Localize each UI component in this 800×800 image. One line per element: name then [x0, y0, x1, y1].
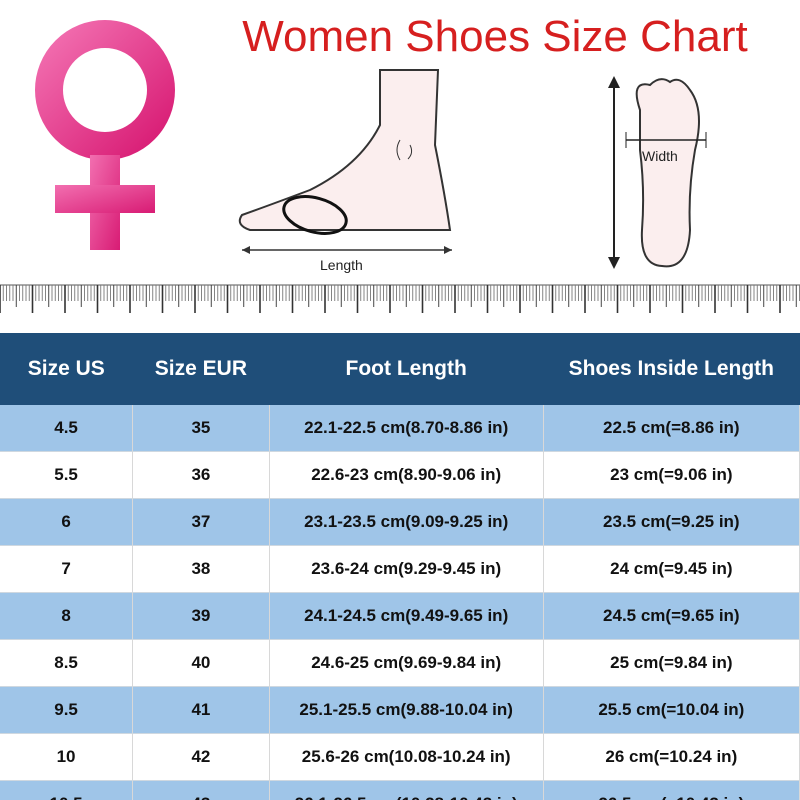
table-cell: 10.5 [0, 780, 134, 800]
table-row: 4.5 35 22.1-22.5 cm(8.70-8.86 in) 22.5 cm(=… [0, 405, 800, 452]
table-cell: 8.5 [0, 639, 134, 687]
length-label: Length [320, 257, 363, 273]
table-cell: 22.6-23 cm(8.90-9.06 in) [269, 451, 544, 499]
table-cell: 8 [0, 592, 134, 640]
table-cell: 42 [132, 733, 270, 781]
column-header: Foot Length [269, 333, 544, 405]
table-cell: 23 cm(=9.06 in) [543, 451, 800, 499]
table-row: 5.5 36 22.6-23 cm(8.90-9.06 in) 23 cm(=9.06… [0, 451, 800, 499]
table-cell: 9.5 [0, 686, 134, 734]
table-row: 10.54326.1-26.5 cm(10.28-10.43 in)26.5 c… [0, 780, 800, 800]
table-row: 10 42 25.6-26 cm(10.08-10.24 in) 26 cm(=10.… [0, 733, 800, 781]
table-cell: 24.6-25 cm(9.69-9.84 in) [269, 639, 544, 687]
column-header: Shoes Inside Length [543, 333, 800, 405]
size-table: Size US Size EUR Foot Length Shoes Inside L… [0, 333, 800, 800]
table-cell: 38 [132, 545, 270, 593]
column-header: Size EUR [132, 333, 270, 405]
table-cell: 40 [132, 639, 270, 687]
table-cell: 36 [132, 451, 270, 499]
table-cell: 26.5 cm(=10.43 in) [543, 780, 800, 800]
table-row: 8 39 24.1-24.5 cm(9.49-9.65 in) 24.5 cm(=9.… [0, 592, 800, 640]
table-row: 8.5 40 24.6-25 cm(9.69-9.84 in) 25 cm(=9.84… [0, 639, 800, 687]
foot-sole-illustration [608, 76, 707, 269]
table-cell: 25.6-26 cm(10.08-10.24 in) [269, 733, 544, 781]
table-cell: 23.6-24 cm(9.29-9.45 in) [269, 545, 544, 593]
table-cell: 7 [0, 545, 134, 593]
table-cell: 35 [132, 405, 270, 452]
table-cell: 24 cm(=9.45 in) [543, 545, 800, 593]
table-cell: 10 [0, 733, 134, 781]
table-cell: 37 [132, 498, 270, 546]
table-cell: 25 cm(=9.84 in) [543, 639, 800, 687]
table-row: 9.5 41 25.1-25.5 cm(9.88-10.04 in) 25.5 cm(… [0, 686, 800, 734]
table-cell: 26.1-26.5 cm(10.28-10.43 in) [269, 780, 544, 800]
table-cell: 25.5 cm(=10.04 in) [543, 686, 800, 734]
table-cell: 25.1-25.5 cm(9.88-10.04 in) [269, 686, 544, 734]
table-row: 7 38 23.6-24 cm(9.29-9.45 in) 24 cm(=9.45 i… [0, 545, 800, 593]
female-symbol-icon [35, 20, 175, 250]
table-cell: 41 [132, 686, 270, 734]
chart-title: Women Shoes Size Chart [242, 12, 748, 61]
ruler [0, 284, 800, 313]
table-cell: 22.1-22.5 cm(8.70-8.86 in) [269, 405, 544, 452]
table-cell: 23.5 cm(=9.25 in) [543, 498, 800, 546]
foot-side-illustration [238, 69, 452, 254]
table-cell: 6 [0, 498, 134, 546]
table-cell: 22.5 cm(=8.86 in) [543, 405, 800, 452]
table-cell: 4.5 [0, 405, 134, 452]
table-cell: 24.5 cm(=9.65 in) [543, 592, 800, 640]
table-cell: 23.1-23.5 cm(9.09-9.25 in) [269, 498, 544, 546]
table-cell: 5.5 [0, 451, 134, 499]
table-cell: 43 [132, 780, 270, 800]
table-cell: 39 [132, 592, 270, 640]
width-label: Width [642, 148, 678, 164]
table-row: 6 37 23.1-23.5 cm(9.09-9.25 in) 23.5 cm(=9.… [0, 498, 800, 546]
table-cell: 26 cm(=10.24 in) [543, 733, 800, 781]
column-header: Size US [0, 333, 133, 405]
table-cell: 24.1-24.5 cm(9.49-9.65 in) [269, 592, 544, 640]
